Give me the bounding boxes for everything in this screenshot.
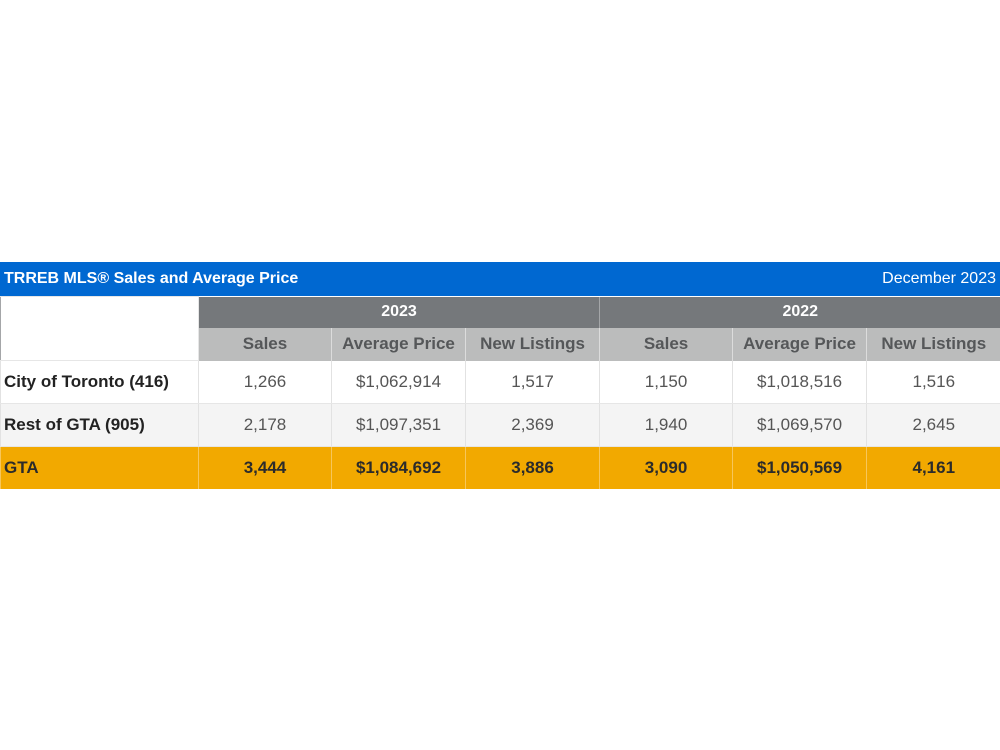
sales-summary-table-container: TRREB MLS® Sales and Average Price Decem…	[0, 262, 1000, 489]
cell-sales-2023: 2,178	[198, 403, 332, 447]
column-header-avg-price-2023: Average Price	[331, 327, 466, 361]
cell-avg-price-2022: $1,018,516	[732, 360, 867, 404]
cell-sales-2023: 1,266	[198, 360, 332, 404]
cell-new-listings-2023: 3,886	[464, 446, 600, 489]
column-header-sales-2023: Sales	[198, 327, 332, 361]
year-header-row: 2023 2022	[0, 296, 1000, 361]
table-row-gta-total: GTA 3,444 $1,084,692 3,886 3,090 $1,050,…	[0, 446, 1000, 489]
table-title: TRREB MLS® Sales and Average Price	[4, 270, 299, 287]
table-title-bar: TRREB MLS® Sales and Average Price Decem…	[0, 262, 1000, 296]
cell-sales-2022: 3,090	[599, 446, 733, 489]
column-header-sales-2022: Sales	[599, 327, 733, 361]
column-header-new-listings-2023: New Listings	[464, 327, 600, 361]
table-row-rest-of-gta: Rest of GTA (905) 2,178 $1,097,351 2,369…	[0, 403, 1000, 447]
cell-sales-2022: 1,150	[599, 360, 733, 404]
cell-new-listings-2023: 1,517	[464, 360, 600, 404]
cell-avg-price-2023: $1,062,914	[331, 360, 466, 404]
column-header-row: Sales Average Price New Listings Sales A…	[1, 327, 1000, 361]
sales-table: 2023 2022 Sales Average Price New Listin…	[0, 296, 1000, 489]
row-label: Rest of GTA (905)	[0, 403, 199, 447]
cell-sales-2022: 1,940	[599, 403, 733, 447]
cell-new-listings-2022: 1,516	[866, 360, 1000, 404]
row-label: GTA	[0, 446, 199, 489]
cell-new-listings-2022: 2,645	[866, 403, 1000, 447]
cell-sales-2023: 3,444	[198, 446, 332, 489]
column-header-new-listings-2022: New Listings	[866, 327, 1000, 361]
corner-cell	[0, 296, 199, 361]
row-label: City of Toronto (416)	[0, 360, 199, 404]
year-header-2023: 2023	[197, 296, 600, 328]
cell-new-listings-2023: 2,369	[464, 403, 600, 447]
cell-avg-price-2022: $1,069,570	[732, 403, 867, 447]
column-header-avg-price-2022: Average Price	[732, 327, 867, 361]
year-header-2022: 2022	[599, 296, 1000, 328]
cell-avg-price-2022: $1,050,569	[732, 446, 867, 489]
cell-new-listings-2022: 4,161	[866, 446, 1000, 489]
cell-avg-price-2023: $1,084,692	[331, 446, 466, 489]
table-row-toronto: City of Toronto (416) 1,266 $1,062,914 1…	[0, 360, 1000, 404]
cell-avg-price-2023: $1,097,351	[331, 403, 466, 447]
report-period: December 2023	[882, 270, 996, 287]
